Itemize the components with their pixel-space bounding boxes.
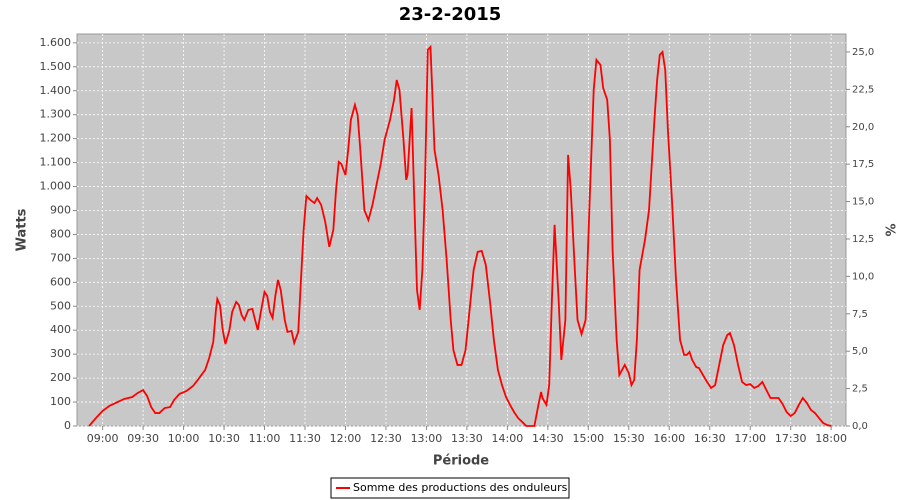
x-tick-label: 17:30 — [775, 432, 807, 445]
x-axis-label: Période — [433, 454, 489, 469]
data-line — [88, 44, 832, 427]
y-axis-label: Watts — [15, 208, 30, 251]
x-tick-label: 15:00 — [572, 432, 604, 445]
y-tick-label: 1.600 — [40, 36, 72, 49]
x-tick-label: 13:30 — [451, 432, 483, 445]
x-tick-label: 12:30 — [370, 432, 402, 445]
y-tick-label: 200 — [50, 371, 71, 384]
y-tick-label: 1.100 — [40, 156, 72, 169]
y2-tick-label: 2,5 — [852, 384, 868, 395]
y-tick-label: 1.500 — [40, 60, 72, 73]
y-tick-label: 500 — [50, 299, 71, 312]
x-tick-label: 14:30 — [532, 432, 564, 445]
x-tick-label: 11:00 — [249, 432, 281, 445]
y2-tick-label: 10,0 — [852, 271, 874, 282]
x-tick-label: 09:30 — [127, 432, 159, 445]
x-tick-label: 13:00 — [411, 432, 443, 445]
y-tick-label: 1.400 — [40, 84, 72, 97]
y2-tick-label: 20,0 — [852, 122, 874, 133]
plot-area — [76, 33, 847, 427]
chart-title: 23-2-2015 — [399, 4, 502, 25]
y2-tick-label: 25,0 — [852, 47, 874, 58]
x-tick-label: 16:30 — [694, 432, 726, 445]
y-tick-label: 1.000 — [40, 180, 72, 193]
x-tick-label: 09:00 — [87, 432, 119, 445]
y-tick-label: 300 — [50, 347, 71, 360]
y-tick-label: 400 — [50, 323, 71, 336]
y2-tick-label: 5,0 — [852, 346, 868, 357]
x-tick-label: 10:30 — [208, 432, 240, 445]
y-tick-label: 100 — [50, 395, 71, 408]
y2-tick-label: 7,5 — [852, 309, 868, 320]
x-tick-label: 12:00 — [330, 432, 362, 445]
x-tick-label: 16:00 — [653, 432, 685, 445]
y2-axis-label: % — [882, 223, 897, 236]
y-tick-label: 1.300 — [40, 108, 72, 121]
y2-tick-label: 12,5 — [852, 234, 874, 245]
x-tick-label: 18:00 — [815, 432, 847, 445]
legend-label: Somme des productions des onduleurs — [353, 481, 568, 494]
x-tick-label: 11:30 — [289, 432, 321, 445]
y2-tick-label: 15,0 — [852, 197, 874, 208]
y2-tick-label: 22,5 — [852, 84, 874, 95]
y-tick-label: 900 — [50, 203, 71, 216]
x-tick-label: 10:00 — [168, 432, 200, 445]
y-tick-label: 0 — [64, 419, 71, 432]
x-tick-label: 15:30 — [613, 432, 645, 445]
y-tick-label: 700 — [50, 251, 71, 264]
y-tick-label: 800 — [50, 227, 71, 240]
y-tick-label: 1.200 — [40, 132, 72, 145]
x-tick-label: 17:00 — [734, 432, 766, 445]
y2-tick-label: 17,5 — [852, 159, 874, 170]
y-tick-label: 600 — [50, 275, 71, 288]
legend — [330, 477, 570, 499]
y2-tick-label: 0,0 — [852, 421, 868, 432]
x-tick-label: 14:00 — [492, 432, 524, 445]
